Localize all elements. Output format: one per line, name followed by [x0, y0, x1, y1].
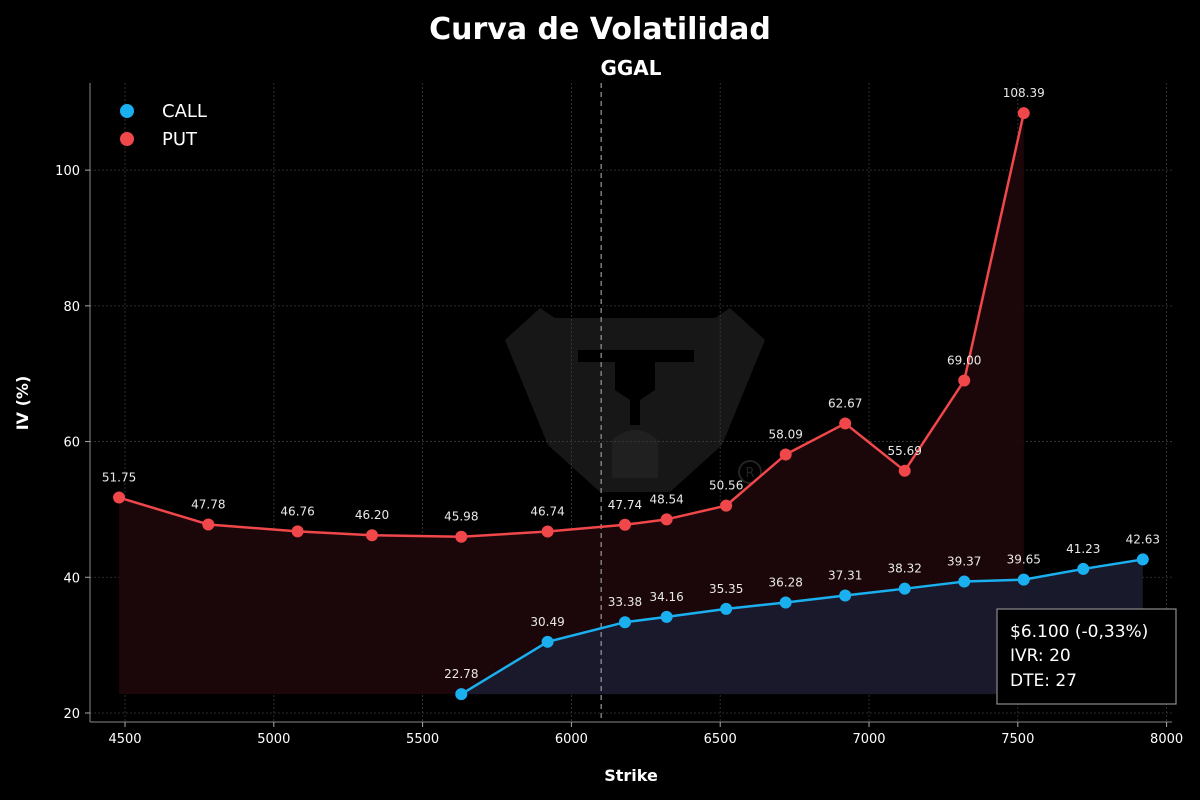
x-tick-label: 5500: [406, 732, 439, 747]
point-put: [291, 525, 304, 538]
data-label-call: 33.38: [608, 595, 642, 609]
point-put: [898, 464, 911, 477]
point-put: [779, 448, 792, 461]
series-points: [113, 107, 1149, 701]
legend-label-call: CALL: [162, 101, 207, 122]
x-tick-label: 5000: [257, 732, 290, 747]
data-label-put: 46.74: [530, 505, 564, 519]
series-lines: [118, 112, 1143, 696]
data-label-call: 22.78: [444, 667, 478, 681]
axes: [89, 83, 1172, 723]
data-label-put: 45.98: [444, 510, 478, 524]
y-tick-label: 100: [55, 164, 80, 179]
chart-subtitle: GGAL: [600, 56, 661, 80]
point-put: [1017, 107, 1030, 120]
info-box: $6.100 (-0,33%) IVR: 20 DTE: 27: [996, 608, 1177, 705]
point-put: [366, 529, 379, 542]
point-call: [779, 596, 792, 609]
point-call: [618, 616, 631, 629]
data-label-put: 51.75: [102, 471, 136, 485]
legend-marker-put: [120, 132, 134, 146]
point-call: [1136, 553, 1149, 566]
point-put: [202, 518, 215, 531]
data-label-put: 55.69: [888, 444, 922, 458]
data-label-put: 50.56: [709, 479, 743, 493]
data-label-put: 47.74: [608, 498, 642, 512]
point-call: [660, 610, 673, 623]
data-label-call: 38.32: [888, 562, 922, 576]
svg-text:R: R: [745, 466, 754, 481]
point-put: [660, 513, 673, 526]
point-put: [958, 374, 971, 387]
data-label-put: 46.20: [355, 508, 389, 522]
fill-call: [461, 559, 1143, 695]
x-tick-label: 7000: [852, 732, 885, 747]
point-put: [541, 525, 554, 538]
data-label-put: 58.09: [768, 428, 802, 442]
fill-put: [119, 113, 1024, 695]
x-tick-label: 6500: [704, 732, 737, 747]
point-call: [541, 635, 554, 648]
x-tick-label: 4500: [108, 732, 141, 747]
data-label-put: 69.00: [947, 353, 981, 367]
data-label-call: 37.31: [828, 569, 862, 583]
data-label-put: 48.54: [649, 492, 683, 506]
series-fills: [119, 113, 1143, 695]
point-call: [839, 589, 852, 602]
y-axis-label: IV (%): [13, 376, 32, 431]
y-ticks: 20 40 60 80 100: [55, 164, 90, 722]
data-label-call: 35.35: [709, 582, 743, 596]
legend: CALL PUT: [120, 101, 207, 150]
point-call: [1077, 562, 1090, 575]
legend-label-put: PUT: [162, 129, 198, 150]
point-call: [455, 688, 468, 701]
point-put: [720, 499, 733, 512]
data-label-call: 39.65: [1007, 553, 1041, 567]
x-ticks: 4500 5000 5500 6000 6500 7000 7500 8000: [108, 722, 1183, 747]
data-label-call: 39.37: [947, 555, 981, 569]
y-tick-label: 60: [63, 436, 80, 451]
data-labels: 22.78 30.49 33.38 34.16 35.35 36.28 37.31 38.32…: [102, 86, 1160, 681]
line-call: [460, 558, 1143, 696]
x-axis-label: Strike: [604, 766, 658, 785]
legend-marker-call: [120, 104, 134, 118]
point-put: [455, 530, 468, 543]
y-tick-label: 40: [63, 571, 80, 586]
data-label-call: 34.16: [649, 590, 683, 604]
point-put: [839, 417, 852, 430]
point-call: [1017, 573, 1030, 586]
point-put: [113, 491, 126, 504]
data-label-put: 62.67: [828, 396, 862, 410]
y-tick-label: 80: [63, 300, 80, 315]
chart-title: Curva de Volatilidad: [429, 12, 771, 47]
data-label-put: 108.39: [1003, 86, 1045, 100]
data-label-call: 42.63: [1126, 532, 1160, 546]
info-dte: DTE: 27: [1010, 671, 1077, 691]
data-label-call: 41.23: [1066, 542, 1100, 556]
info-ivr: IVR: 20: [1010, 646, 1071, 666]
x-tick-label: 8000: [1150, 732, 1183, 747]
point-call: [958, 575, 971, 588]
data-label-call: 30.49: [530, 615, 564, 629]
data-label-put: 46.76: [280, 504, 314, 518]
info-box-frame: [996, 608, 1177, 705]
point-call: [898, 582, 911, 595]
point-call: [720, 602, 733, 615]
x-tick-label: 7500: [1001, 732, 1034, 747]
line-put: [118, 112, 1025, 538]
x-tick-label: 6000: [555, 732, 588, 747]
data-label-call: 36.28: [768, 576, 802, 590]
y-tick-label: 20: [63, 707, 80, 722]
info-price: $6.100 (-0,33%): [1010, 622, 1148, 642]
bulldog-logo-icon: R: [505, 308, 765, 492]
data-label-put: 47.78: [191, 497, 225, 511]
point-put: [618, 518, 631, 531]
